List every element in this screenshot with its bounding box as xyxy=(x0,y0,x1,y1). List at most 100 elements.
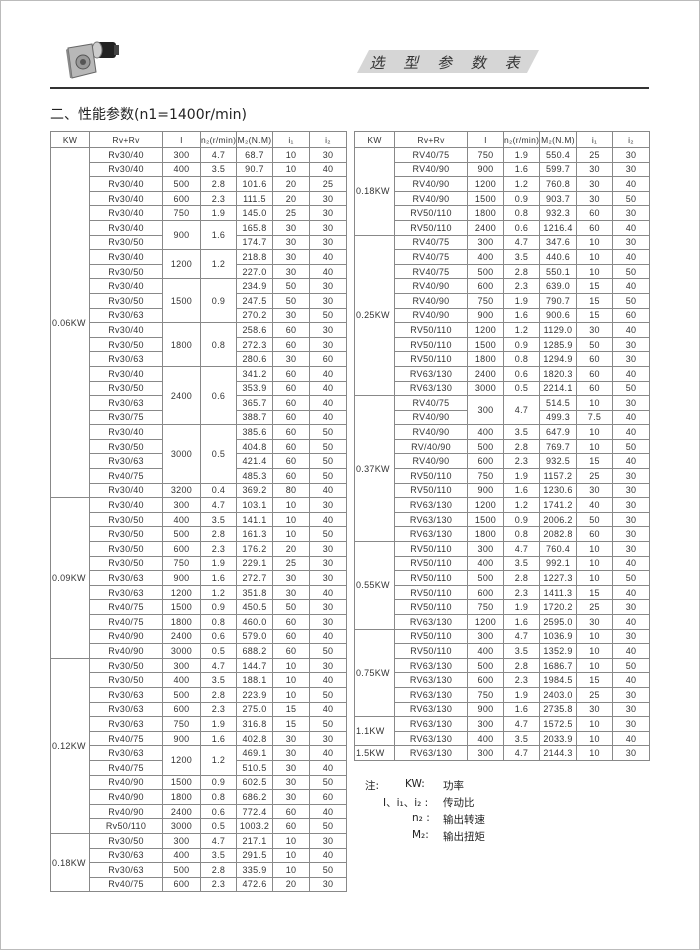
cell-i1: 15 xyxy=(576,584,613,601)
cell-output-torque: 272.3 xyxy=(236,336,273,353)
cell-i2: 30 xyxy=(309,278,347,294)
cell-output-speed: 4.7 xyxy=(200,657,237,674)
cell-i2: 50 xyxy=(309,424,347,440)
cell-model: Rv30/40 xyxy=(89,497,163,513)
cell-i1: 30 xyxy=(272,234,310,251)
cell-output-speed: 4.7 xyxy=(200,147,237,163)
cell-output-torque: 1572.5 xyxy=(539,716,577,732)
cell-ratio: 1500 xyxy=(162,599,201,615)
cell-output-speed: 2.8 xyxy=(200,686,237,703)
cell-output-speed: 1.9 xyxy=(503,147,540,163)
cell-i2: 40 xyxy=(309,584,347,601)
cell-output-torque: 280.6 xyxy=(236,351,273,367)
cell-ratio: 600 xyxy=(162,541,201,557)
cell-output-torque: 790.7 xyxy=(539,292,577,309)
cell-model: RV63/130 xyxy=(394,511,468,528)
cell-i2: 30 xyxy=(309,205,347,221)
table-row: 1.1KW RV63/130 300 4.7 1572.5 10 30 xyxy=(354,716,650,747)
cell-ratio: 1500 xyxy=(467,511,504,528)
table-row: Rv30/40 1800 0.8 258.6 60 30 xyxy=(51,322,347,367)
cell-output-speed: 1.9 xyxy=(200,205,237,221)
table-row: RV63/130 1200 1.6 2595.0 30 40 xyxy=(355,614,650,630)
cell-output-speed: 2.8 xyxy=(200,526,237,543)
cell-kw: 0.12KW xyxy=(50,657,90,834)
cell-i2: 50 xyxy=(309,716,347,732)
cell-output-torque: 903.7 xyxy=(539,190,577,207)
cell-i1: 30 xyxy=(272,249,310,265)
cell-i1: 30 xyxy=(272,570,310,586)
table-row: RV50/110 900 1.6 1230.6 30 30 xyxy=(355,482,650,499)
cell-i2: 30 xyxy=(309,570,347,586)
cell-output-speed: 2.8 xyxy=(200,862,237,878)
cell-i2: 30 xyxy=(612,351,650,367)
cell-i2: 40 xyxy=(612,365,650,382)
cell-output-torque: 1294.9 xyxy=(539,351,577,367)
cell-i2: 60 xyxy=(309,351,347,367)
cell-model: RV63/130 xyxy=(394,657,468,674)
cell-i2: 40 xyxy=(309,701,347,718)
cell-i2: 40 xyxy=(309,847,347,864)
cell-i2: 50 xyxy=(612,657,650,674)
cell-output-torque: 1216.4 xyxy=(539,219,577,236)
cell-i2: 30 xyxy=(309,614,347,630)
cell-model: Rv30/63 xyxy=(89,307,163,324)
table-row: RV63/130 1800 0.8 2082.8 60 30 xyxy=(355,526,650,543)
cell-output-speed: 1.9 xyxy=(503,686,540,703)
cell-output-speed: 1.2 xyxy=(503,497,540,513)
cell-i2: 30 xyxy=(612,336,650,353)
cell-i2: 30 xyxy=(612,205,650,221)
cell-model: Rv30/50 xyxy=(89,234,163,251)
cell-i1: 10 xyxy=(272,526,310,543)
cell-model: Rv30/63 xyxy=(89,395,163,411)
table-header-row: KW Rv+Rv I n₂(r/min) M₂(N.M) i₁ i₂ xyxy=(50,131,347,148)
cell-model: Rv30/50 xyxy=(89,263,163,280)
cell-i1: 10 xyxy=(272,511,310,528)
table-row: RV50/110 1800 0.8 1294.9 60 30 xyxy=(355,351,650,367)
table-row: 1.5KW RV63/130 300 4.7 2144.3 10 30 xyxy=(354,745,650,761)
cell-output-torque: 1227.3 xyxy=(539,570,577,586)
cell-i1: 60 xyxy=(272,395,310,411)
cell-i2: 50 xyxy=(309,307,347,324)
cell-output-speed: 4.7 xyxy=(200,832,237,849)
cell-output-torque: 760.8 xyxy=(539,176,577,192)
cell-output-torque: 469.1 xyxy=(236,745,273,761)
cell-model: RV63/130 xyxy=(394,526,468,543)
cell-i1: 10 xyxy=(272,672,310,688)
note-term: I、i₁、i₂ : xyxy=(383,797,429,809)
cell-i2: 50 xyxy=(309,686,347,703)
cell-i1: 25 xyxy=(576,686,613,703)
cell-output-torque: 341.2 xyxy=(236,365,273,382)
cell-output-torque: 514.5 xyxy=(539,395,577,411)
table-row: Rv30/50 400 3.5 141.1 10 40 xyxy=(51,511,347,528)
cell-i2: 25 xyxy=(309,176,347,192)
cell-i1: 30 xyxy=(272,745,310,761)
cell-i2: 50 xyxy=(309,468,347,484)
cell-model: Rv30/50 xyxy=(89,555,163,572)
cell-output-speed: 2.3 xyxy=(503,672,540,688)
cell-ratio: 3200 xyxy=(162,482,201,499)
cell-output-speed: 1.9 xyxy=(503,468,540,484)
cell-ratio: 3000 xyxy=(162,643,201,659)
cell-output-speed: 3.5 xyxy=(503,730,540,747)
cell-output-torque: 385.6 xyxy=(236,424,273,440)
cell-i2: 30 xyxy=(309,147,347,163)
cell-output-torque: 450.5 xyxy=(236,599,273,615)
cell-model: Rv30/63 xyxy=(89,745,163,761)
header-model: Rv+Rv xyxy=(89,131,163,148)
cell-output-torque: 176.2 xyxy=(236,541,273,557)
performance-table-right: KW Rv+Rv I n₂(r/min) M₂(N.M) i₁ i₂ 0.18K… xyxy=(354,131,650,761)
cell-ratio: 300 xyxy=(467,395,504,426)
cell-model: Rv30/63 xyxy=(89,686,163,703)
cell-model: RV40/90 xyxy=(394,161,468,178)
cell-output-torque: 291.5 xyxy=(236,847,273,864)
cell-output-speed: 1.6 xyxy=(503,614,540,630)
cell-i1: 10 xyxy=(272,497,310,513)
cell-output-speed: 4.7 xyxy=(200,497,237,513)
cell-model: Rv30/40 xyxy=(89,365,163,382)
table-row: RV50/110 750 1.9 1157.2 25 30 xyxy=(355,468,650,484)
cell-output-torque: 485.3 xyxy=(236,468,273,484)
cell-model: RV63/130 xyxy=(394,365,468,382)
cell-output-torque: 2006.2 xyxy=(539,511,577,528)
header-divider xyxy=(50,87,649,89)
cell-ratio: 750 xyxy=(467,147,504,163)
